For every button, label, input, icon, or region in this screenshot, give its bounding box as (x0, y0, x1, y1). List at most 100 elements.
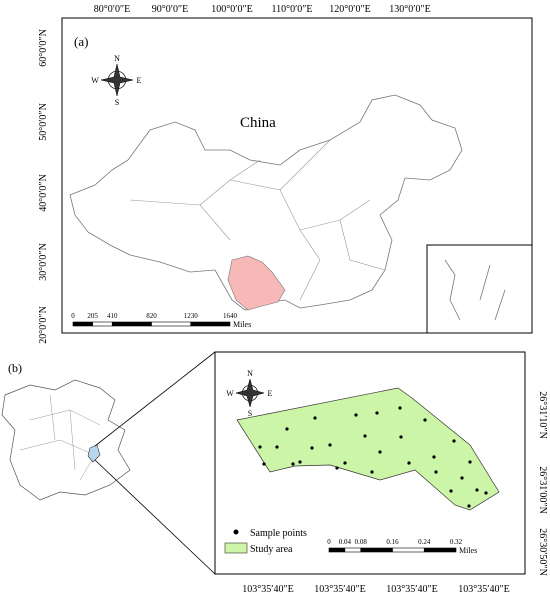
sample-point (262, 462, 266, 466)
sample-point (328, 443, 332, 447)
lon-label: 100°0′0″E (211, 4, 252, 15)
compass-e: E (268, 389, 273, 398)
scale-unit: Miles (233, 320, 251, 329)
sample-point (363, 434, 367, 438)
sample-point (460, 476, 464, 480)
sample-point (434, 470, 438, 474)
inset-frame (426, 244, 533, 334)
compass-e: E (137, 76, 142, 85)
lon-label: 130°0′0″E (389, 4, 430, 15)
sample-point (452, 439, 456, 443)
scale-tick-label: 0.16 (386, 538, 399, 546)
lat-label: 40°0′0″N (38, 174, 49, 212)
scale-tick-label: 0.32 (450, 538, 463, 546)
scale-tick-label: 0 (327, 538, 331, 546)
scale-segment (392, 547, 425, 553)
county-borders (19, 394, 101, 481)
legend-point-symbol (233, 529, 239, 535)
sample-point (423, 418, 427, 422)
scale-tick-label: 410 (107, 312, 118, 320)
sample-point (475, 488, 479, 492)
sample-point (343, 461, 347, 465)
study-area (236, 387, 500, 511)
lon-label: 103°35′40″E (386, 584, 437, 595)
lat-label: 50°0′0″N (38, 103, 49, 141)
lon-label: 80°0′0″E (94, 4, 130, 15)
yunnan-outline (1, 379, 131, 501)
panel-label: (b) (8, 361, 22, 375)
lat-label: 26°31′00″N (537, 466, 548, 514)
sample-point (449, 489, 453, 493)
sample-point (370, 470, 374, 474)
scale-segment (423, 547, 457, 553)
sample-point (399, 435, 403, 439)
yunnan-highlight (227, 255, 286, 311)
sample-point (310, 446, 314, 450)
province-borders (129, 139, 386, 301)
scale-segment (111, 321, 152, 327)
scale-tick-label: 205 (87, 312, 98, 320)
sample-point (375, 411, 379, 415)
scale-tick-label: 1230 (184, 312, 199, 320)
sample-point (432, 455, 436, 459)
legend-label: Study area (250, 544, 293, 555)
lon-label: 120°0′0″E (329, 4, 370, 15)
compass-n: N (114, 54, 120, 63)
scale-tick-label: 820 (146, 312, 157, 320)
sample-point (407, 461, 411, 465)
china-outline (69, 94, 463, 311)
compass-n: N (247, 369, 253, 378)
sample-point (285, 427, 289, 431)
country-label: China (240, 115, 276, 131)
compass: N S W E (226, 369, 272, 418)
compass: N S W E (91, 54, 141, 107)
lat-label: 20°0′0″N (38, 306, 49, 344)
legend-area-symbol (224, 542, 248, 554)
scale-segment (360, 547, 393, 553)
scale-segment (328, 547, 346, 553)
scale-segment (72, 321, 93, 327)
sample-point (468, 460, 472, 464)
lon-label: 110°0′0″E (271, 4, 312, 15)
scale-tick-label: 0.24 (418, 538, 431, 546)
sample-point (275, 445, 279, 449)
lon-label: 103°35′40″E (314, 584, 365, 595)
sample-point (484, 491, 488, 495)
scale-segment (344, 547, 362, 553)
scale-segment (190, 321, 231, 327)
lat-label: 26°30′50″N (537, 528, 548, 576)
compass-w: W (91, 76, 99, 85)
sample-point (313, 416, 317, 420)
zoom-line (94, 459, 216, 575)
scale-unit: Miles (459, 546, 477, 555)
sample-point (258, 445, 262, 449)
lat-label: 30°0′0″N (38, 243, 49, 281)
lon-label: 90°0′0″E (152, 4, 188, 15)
sample-point (298, 460, 302, 464)
sample-point (378, 450, 382, 454)
scale-segment (151, 321, 192, 327)
scale-tick-label: 0.04 (339, 538, 352, 546)
scale-segment (92, 321, 113, 327)
sample-point (291, 462, 295, 466)
scale-tick-label: 1640 (223, 312, 238, 320)
compass-s: S (115, 98, 119, 107)
lat-label: 60°0′0″N (38, 29, 49, 67)
compass-w: W (226, 389, 234, 398)
compass-star (235, 378, 265, 408)
zoom-line (94, 351, 216, 447)
legend-label: Sample points (250, 528, 307, 539)
compass-s: S (248, 409, 252, 418)
lon-label: 103°35′40″E (458, 584, 509, 595)
lon-label: 103°35′40″E (242, 584, 293, 595)
inset-islands (444, 259, 506, 321)
scale-tick-label: 0.08 (355, 538, 368, 546)
panel-label: (a) (74, 34, 88, 49)
scale-tick-label: 0 (71, 312, 75, 320)
sample-point (467, 504, 471, 508)
compass-star (100, 63, 134, 97)
sample-points (258, 406, 488, 508)
